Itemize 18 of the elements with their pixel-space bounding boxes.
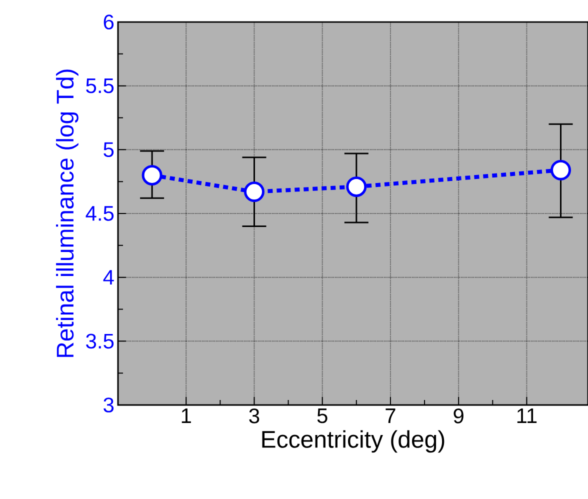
y-tick-label: 4.5 [86,206,114,221]
y-tick-label: 5.5 [86,78,114,94]
point [142,164,162,186]
x-tick-label: 11 [517,408,537,423]
x-tick-label: 1 [182,408,191,423]
y-tick-label: 4 [103,270,114,285]
x-tick-label: 3 [249,408,260,424]
y-axis-title: Retinal illuminance (log Td) [56,70,78,357]
y-tick-label: 3 [104,398,114,412]
point [244,182,264,202]
y-tick-label: 6 [104,14,114,30]
y-tick-label: 5 [104,142,114,157]
x-axis-title: Eccentricity (deg) [262,430,444,453]
point [346,176,367,197]
y-tick-label: 3.5 [86,334,114,349]
x-tick-label: 7 [386,408,396,423]
x-tick-label: 9 [454,408,464,424]
x-tick-label: 5 [317,408,328,424]
